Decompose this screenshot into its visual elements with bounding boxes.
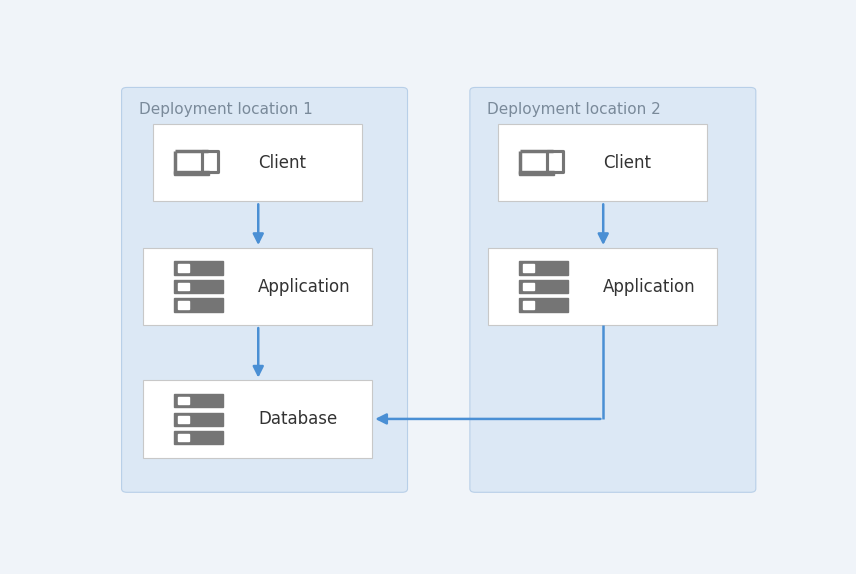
Bar xyxy=(519,298,568,312)
Text: Client: Client xyxy=(603,154,651,172)
Bar xyxy=(174,413,223,426)
Bar xyxy=(174,261,223,274)
FancyBboxPatch shape xyxy=(122,87,407,492)
Bar xyxy=(153,124,362,201)
Bar xyxy=(174,431,223,444)
Bar xyxy=(144,248,372,325)
Bar xyxy=(523,265,534,272)
Bar xyxy=(178,434,189,441)
Text: Application: Application xyxy=(258,278,351,296)
Bar xyxy=(520,172,554,176)
Bar xyxy=(178,416,189,423)
Bar xyxy=(519,280,568,293)
Bar xyxy=(175,172,209,176)
Bar xyxy=(519,261,568,274)
Bar xyxy=(178,397,189,404)
Bar xyxy=(178,283,189,290)
Text: Database: Database xyxy=(258,410,337,428)
Bar xyxy=(523,301,534,309)
Bar xyxy=(498,124,707,201)
Bar xyxy=(174,394,223,407)
Bar xyxy=(178,265,189,272)
Bar xyxy=(174,298,223,312)
Bar xyxy=(178,301,189,309)
Bar xyxy=(144,381,372,458)
Text: Deployment location 1: Deployment location 1 xyxy=(139,102,312,117)
Text: Application: Application xyxy=(603,278,696,296)
Bar xyxy=(489,248,717,325)
FancyBboxPatch shape xyxy=(470,87,756,492)
Bar xyxy=(523,283,534,290)
Text: Deployment location 2: Deployment location 2 xyxy=(487,102,661,117)
Text: Client: Client xyxy=(258,154,306,172)
Bar xyxy=(174,280,223,293)
